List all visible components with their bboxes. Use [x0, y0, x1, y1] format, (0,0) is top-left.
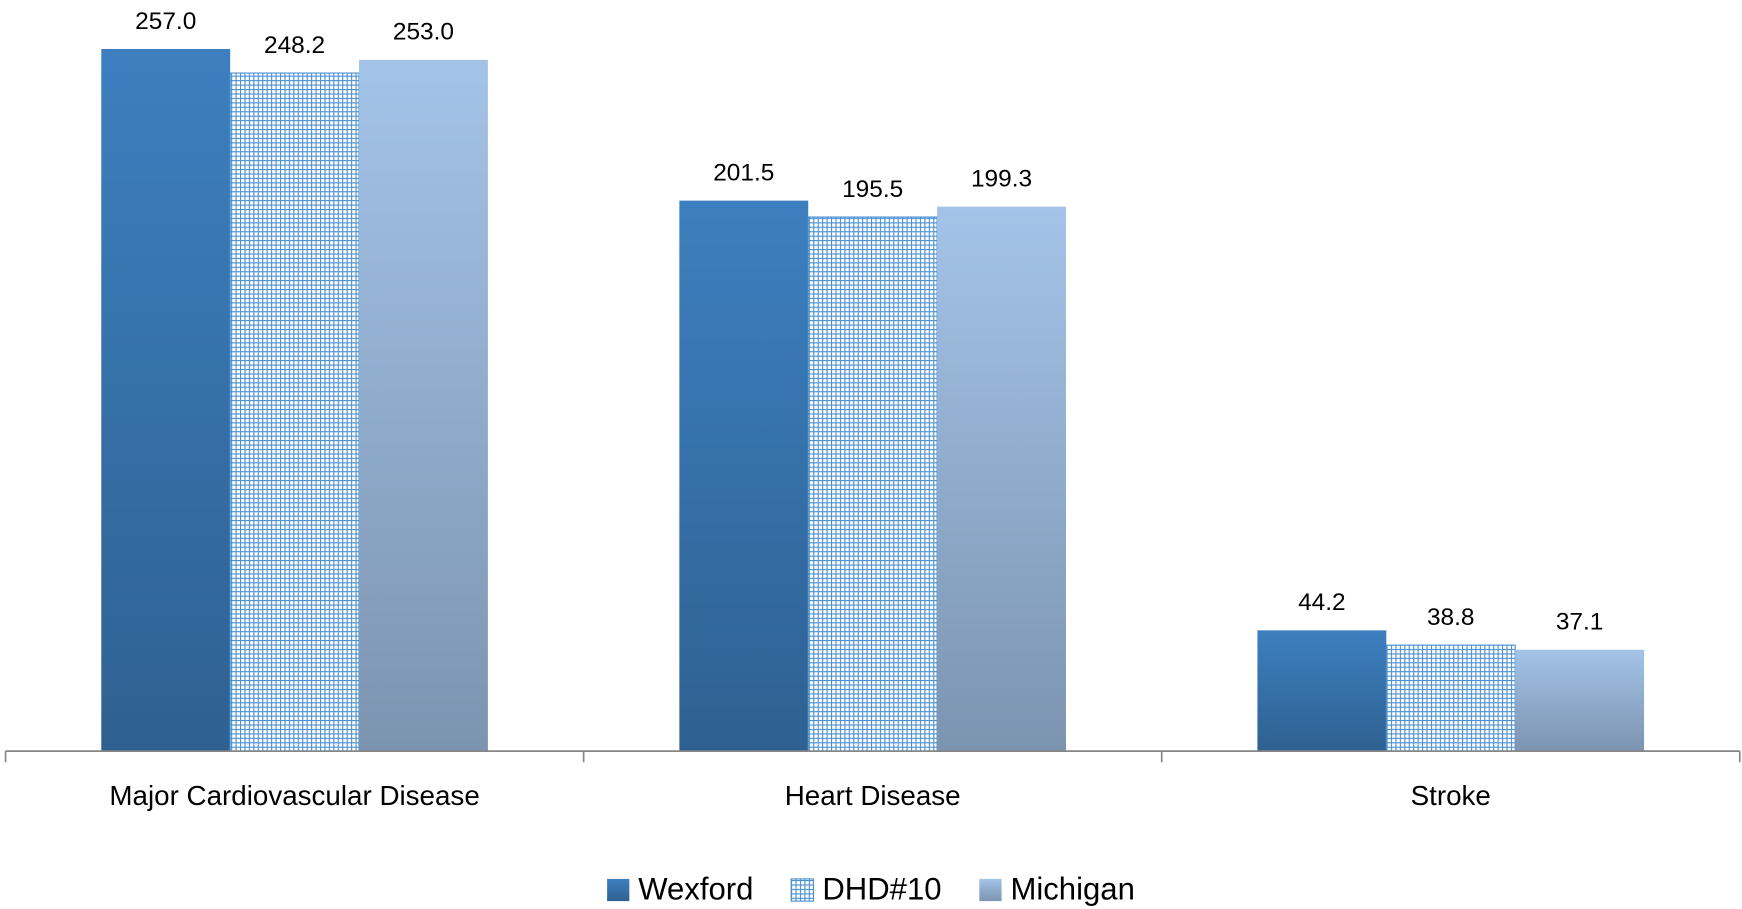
x-tick-label: Major Cardiovascular Disease: [109, 780, 479, 811]
bar: [679, 200, 809, 752]
value-label: 253.0: [393, 19, 454, 46]
legend-swatch: [979, 878, 1002, 902]
bar: [807, 216, 938, 752]
bar: [101, 48, 231, 752]
value-label: 37.1: [1556, 609, 1604, 636]
legend-item: Wexford: [607, 871, 753, 906]
bar: [937, 206, 1066, 752]
legend-item: DHD#10: [790, 871, 942, 906]
legend-label: DHD#10: [822, 871, 941, 906]
bar: [1385, 644, 1516, 752]
legend-item: Michigan: [979, 871, 1135, 906]
legend-swatch: [607, 878, 630, 902]
legend-swatch: [790, 878, 814, 902]
bar: [1515, 649, 1645, 752]
value-label: 199.3: [971, 165, 1032, 192]
bar: [229, 72, 360, 752]
legend-label: Michigan: [1010, 871, 1134, 906]
value-label: 195.5: [842, 176, 903, 203]
value-label: 257.0: [135, 8, 196, 35]
x-tick-label: Stroke: [1411, 780, 1491, 811]
value-label: 201.5: [713, 159, 774, 186]
value-label: 248.2: [264, 32, 325, 59]
value-label: 38.8: [1427, 604, 1475, 631]
legend-label: Wexford: [638, 871, 753, 906]
value-label: 44.2: [1298, 589, 1346, 616]
x-tick-label: Heart Disease: [785, 780, 961, 811]
bar: [359, 59, 488, 752]
bar: [1257, 630, 1387, 752]
